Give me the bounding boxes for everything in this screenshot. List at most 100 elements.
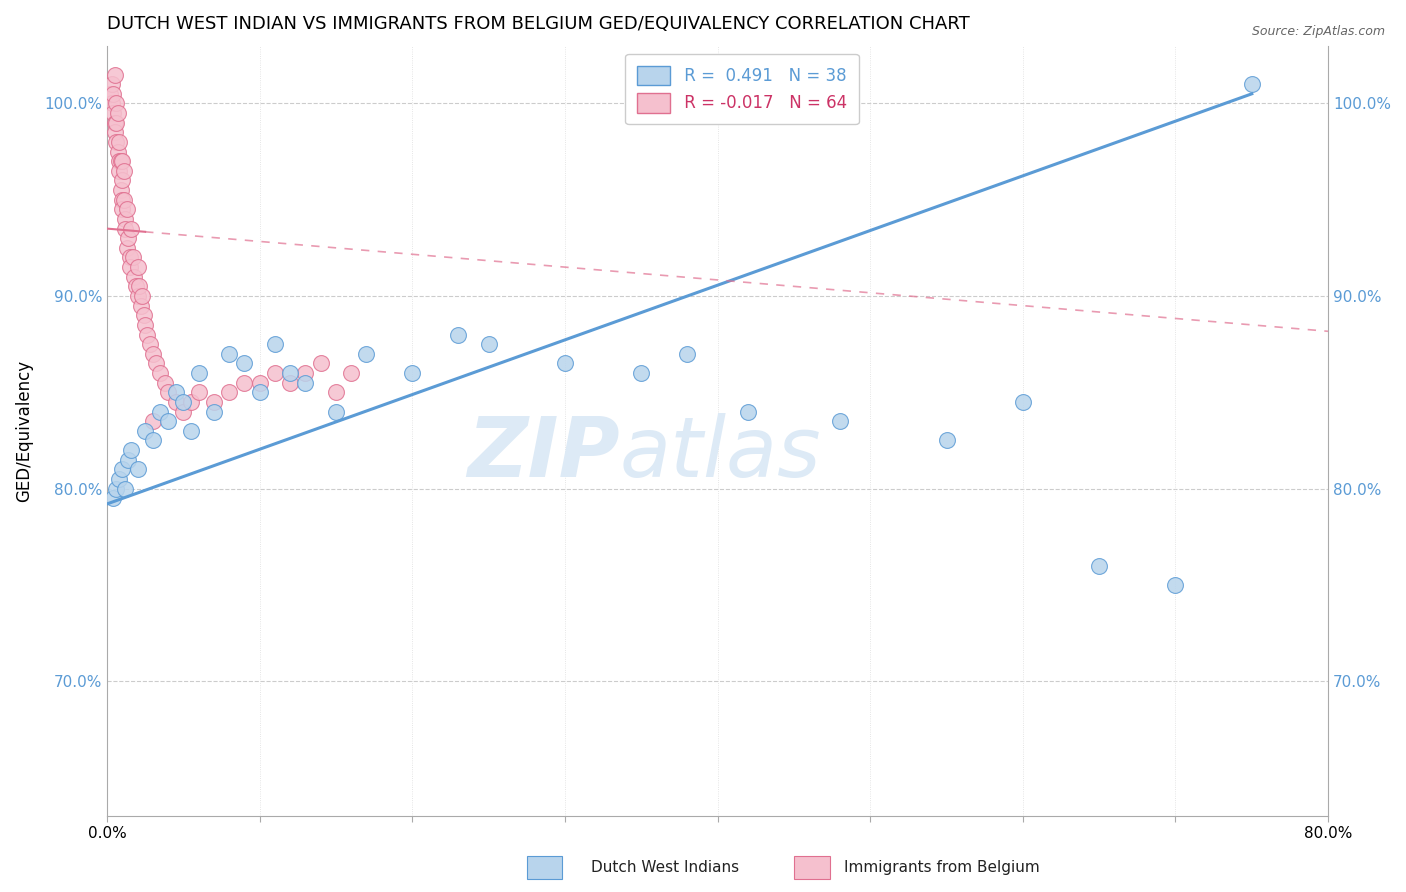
Point xyxy=(114,221,136,235)
Point xyxy=(125,279,148,293)
Point xyxy=(127,462,149,476)
Text: DUTCH WEST INDIAN VS IMMIGRANTS FROM BELGIUM GED/EQUIVALENCY CORRELATION CHART: DUTCH WEST INDIAN VS IMMIGRANTS FROM BEL… xyxy=(107,15,970,33)
Point xyxy=(202,395,225,409)
Point xyxy=(554,356,576,370)
Point xyxy=(153,376,176,390)
Point xyxy=(264,366,287,380)
Point xyxy=(132,308,155,322)
Point xyxy=(131,289,153,303)
Point xyxy=(127,260,149,274)
Text: Dutch West Indians: Dutch West Indians xyxy=(591,861,738,875)
Point xyxy=(108,472,131,486)
Point xyxy=(278,366,301,380)
Point xyxy=(142,414,165,428)
Point xyxy=(180,395,202,409)
Text: ZIP: ZIP xyxy=(467,413,620,494)
Point xyxy=(100,96,122,111)
Point xyxy=(112,193,135,207)
Point xyxy=(124,269,146,284)
Point xyxy=(128,279,150,293)
Point xyxy=(98,87,121,101)
Point xyxy=(117,452,139,467)
Point xyxy=(187,385,209,400)
Text: Immigrants from Belgium: Immigrants from Belgium xyxy=(844,861,1039,875)
Point xyxy=(110,154,132,169)
Point xyxy=(737,404,759,418)
Point xyxy=(117,231,139,245)
Point xyxy=(105,116,128,130)
Point xyxy=(135,327,157,342)
Point xyxy=(114,211,136,226)
Point xyxy=(111,193,134,207)
Point xyxy=(149,366,172,380)
Point xyxy=(104,68,127,82)
Point xyxy=(134,424,156,438)
Point xyxy=(100,77,122,91)
Point xyxy=(294,366,316,380)
Point xyxy=(325,385,347,400)
Point xyxy=(340,366,363,380)
Point xyxy=(111,154,134,169)
Point xyxy=(309,356,332,370)
Point xyxy=(165,395,187,409)
Point xyxy=(172,404,194,418)
Point xyxy=(108,135,131,149)
Point xyxy=(104,125,127,139)
Point xyxy=(111,462,134,476)
Point xyxy=(1088,558,1111,573)
Point xyxy=(233,356,256,370)
Point xyxy=(115,202,138,217)
Point xyxy=(122,251,145,265)
Point xyxy=(278,376,301,390)
Point xyxy=(127,289,149,303)
Point xyxy=(129,299,152,313)
Point xyxy=(120,443,142,458)
Point xyxy=(157,414,180,428)
Point xyxy=(325,404,347,418)
Text: atlas: atlas xyxy=(620,413,821,494)
Legend:  R =  0.491   N = 38,  R = -0.017   N = 64: R = 0.491 N = 38, R = -0.017 N = 64 xyxy=(626,54,859,124)
Point xyxy=(108,164,131,178)
Point xyxy=(114,482,136,496)
Point xyxy=(294,376,316,390)
Point xyxy=(249,376,271,390)
Point xyxy=(105,96,128,111)
Point xyxy=(134,318,156,332)
Point xyxy=(107,145,129,159)
Point xyxy=(447,327,470,342)
Point xyxy=(138,337,160,351)
Point xyxy=(202,404,225,418)
Point xyxy=(356,347,378,361)
Point xyxy=(142,434,165,448)
Point xyxy=(105,482,128,496)
Point xyxy=(111,173,134,187)
Point xyxy=(187,366,209,380)
Point xyxy=(249,385,271,400)
Point xyxy=(142,347,165,361)
Point xyxy=(233,376,256,390)
Point xyxy=(935,434,957,448)
Point xyxy=(828,414,851,428)
Point xyxy=(118,260,141,274)
Point xyxy=(108,154,131,169)
Point xyxy=(120,221,142,235)
Point xyxy=(105,135,128,149)
Point xyxy=(218,385,240,400)
Point xyxy=(101,87,124,101)
Point xyxy=(165,385,187,400)
Y-axis label: GED/Equivalency: GED/Equivalency xyxy=(15,359,32,502)
Point xyxy=(1240,77,1263,91)
Point xyxy=(1164,578,1187,592)
Point xyxy=(111,202,134,217)
Point xyxy=(115,241,138,255)
Point xyxy=(180,424,202,438)
Point xyxy=(264,337,287,351)
Point xyxy=(1011,395,1033,409)
Point xyxy=(630,366,652,380)
Point xyxy=(401,366,423,380)
Point xyxy=(676,347,699,361)
Point xyxy=(101,491,124,505)
Point xyxy=(118,251,141,265)
Point xyxy=(157,385,180,400)
Point xyxy=(101,106,124,120)
